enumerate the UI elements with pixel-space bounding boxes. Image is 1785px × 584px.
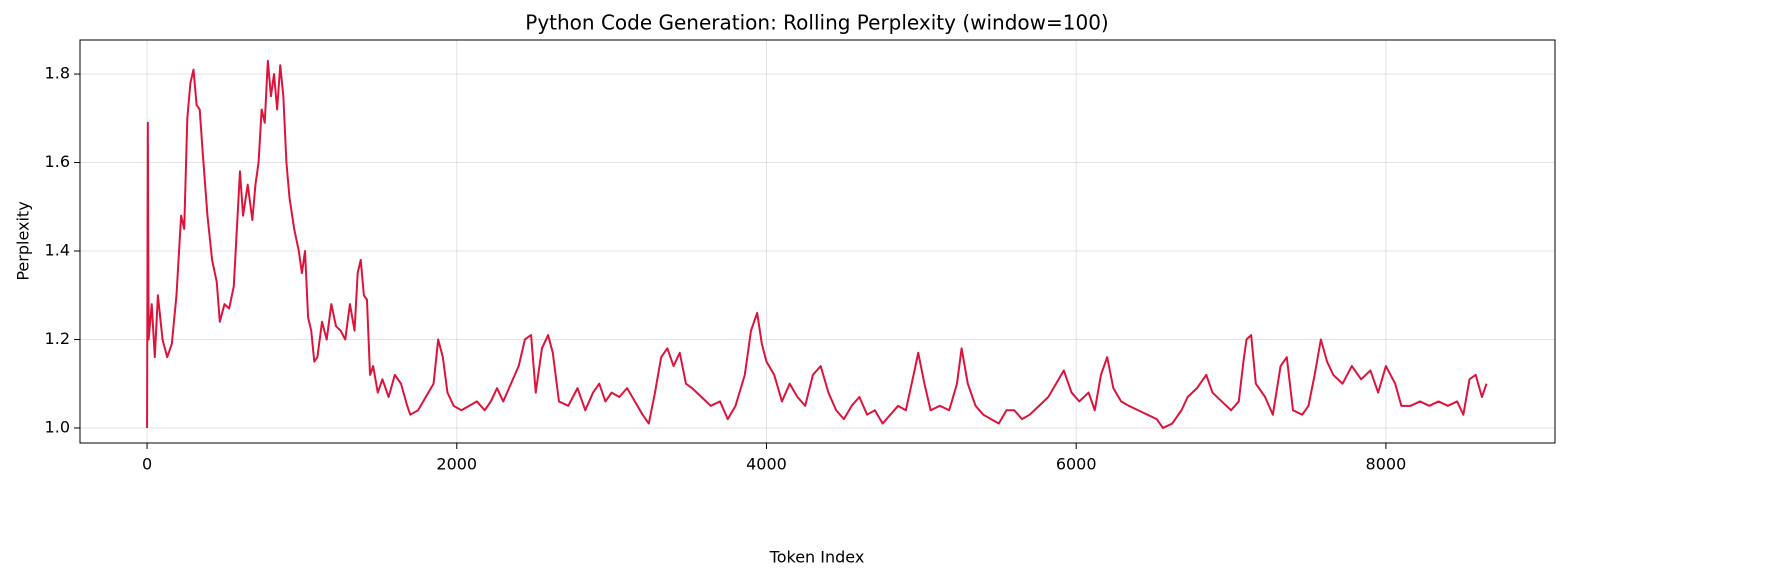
plot-frame (79, 39, 1556, 444)
data-line (146, 59, 1488, 429)
x-tick-label: 4000 (746, 455, 787, 474)
y-tick-label: 1.8 (45, 64, 70, 83)
y-tick-label: 1.0 (45, 417, 70, 436)
x-tick-label: 8000 (1366, 455, 1407, 474)
y-tick-label: 1.6 (45, 152, 70, 171)
y-tick-label: 1.4 (45, 241, 70, 260)
x-axis-label: Token Index (769, 548, 865, 567)
x-tick-label: 2000 (436, 455, 477, 474)
y-axis-label: Perplexity (14, 201, 33, 280)
x-tick-label: 6000 (1056, 455, 1097, 474)
chart-title: Python Code Generation: Rolling Perplexi… (525, 11, 1108, 35)
y-tick-label: 1.2 (45, 329, 70, 348)
x-tick-label: 0 (142, 455, 152, 474)
